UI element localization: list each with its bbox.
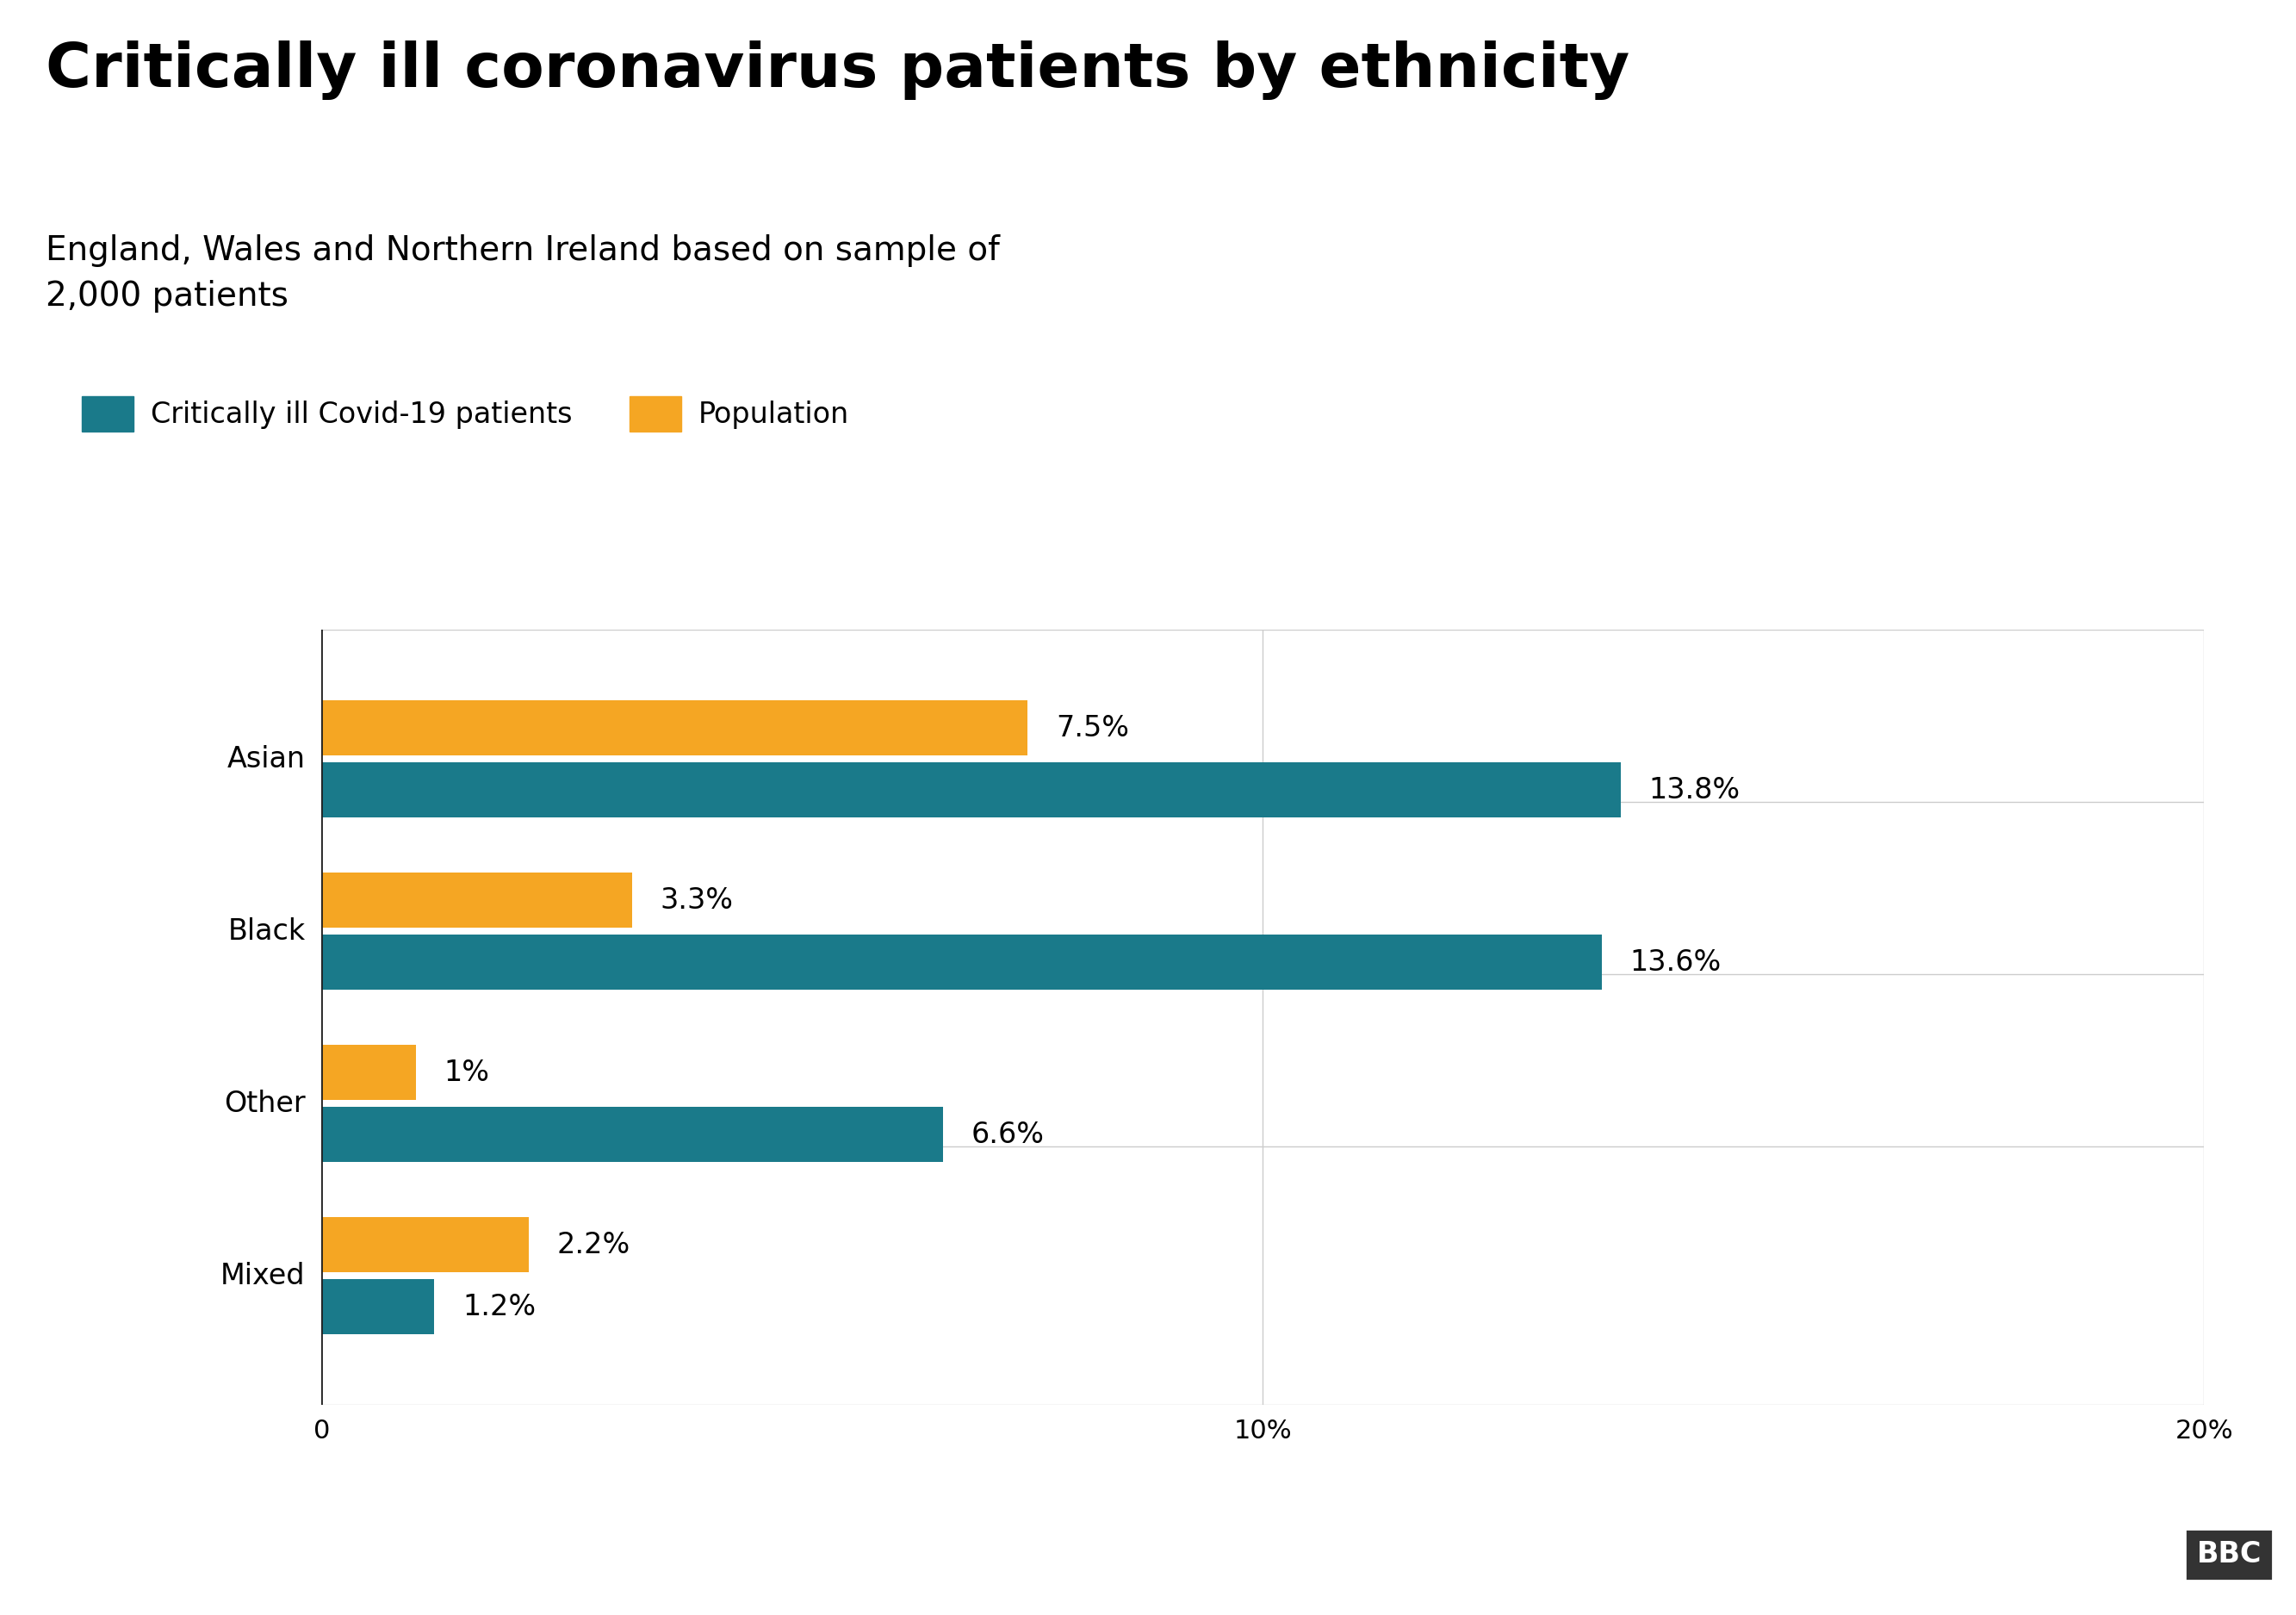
Text: 2.2%: 2.2%	[556, 1231, 629, 1260]
Text: England, Wales and Northern Ireland based on sample of
2,000 patients: England, Wales and Northern Ireland base…	[46, 234, 1001, 313]
Text: 1%: 1%	[443, 1058, 489, 1087]
Text: BBC: BBC	[2197, 1541, 2262, 1568]
Bar	[321, 1218, 528, 1273]
Bar	[321, 935, 1603, 990]
Text: 6.6%: 6.6%	[971, 1121, 1045, 1148]
Text: 7.5%: 7.5%	[1056, 714, 1130, 743]
Text: 13.6%: 13.6%	[1630, 948, 1722, 977]
Bar	[321, 701, 1026, 756]
Bar	[321, 872, 631, 929]
Text: 13.8%: 13.8%	[1649, 775, 1740, 804]
Bar	[321, 1045, 416, 1100]
Text: Critically ill coronavirus patients by ethnicity: Critically ill coronavirus patients by e…	[46, 40, 1630, 100]
Text: Source: Intensive Care National Audit & Research Centre and 2011 Census: Source: Intensive Care National Audit & …	[23, 1542, 916, 1567]
Legend: Critically ill Covid-19 patients, Population: Critically ill Covid-19 patients, Popula…	[83, 396, 850, 431]
Bar	[321, 762, 1621, 817]
Text: 3.3%: 3.3%	[661, 887, 732, 914]
Text: 1.2%: 1.2%	[464, 1292, 535, 1321]
Bar	[321, 1279, 434, 1334]
Bar	[321, 1106, 944, 1163]
